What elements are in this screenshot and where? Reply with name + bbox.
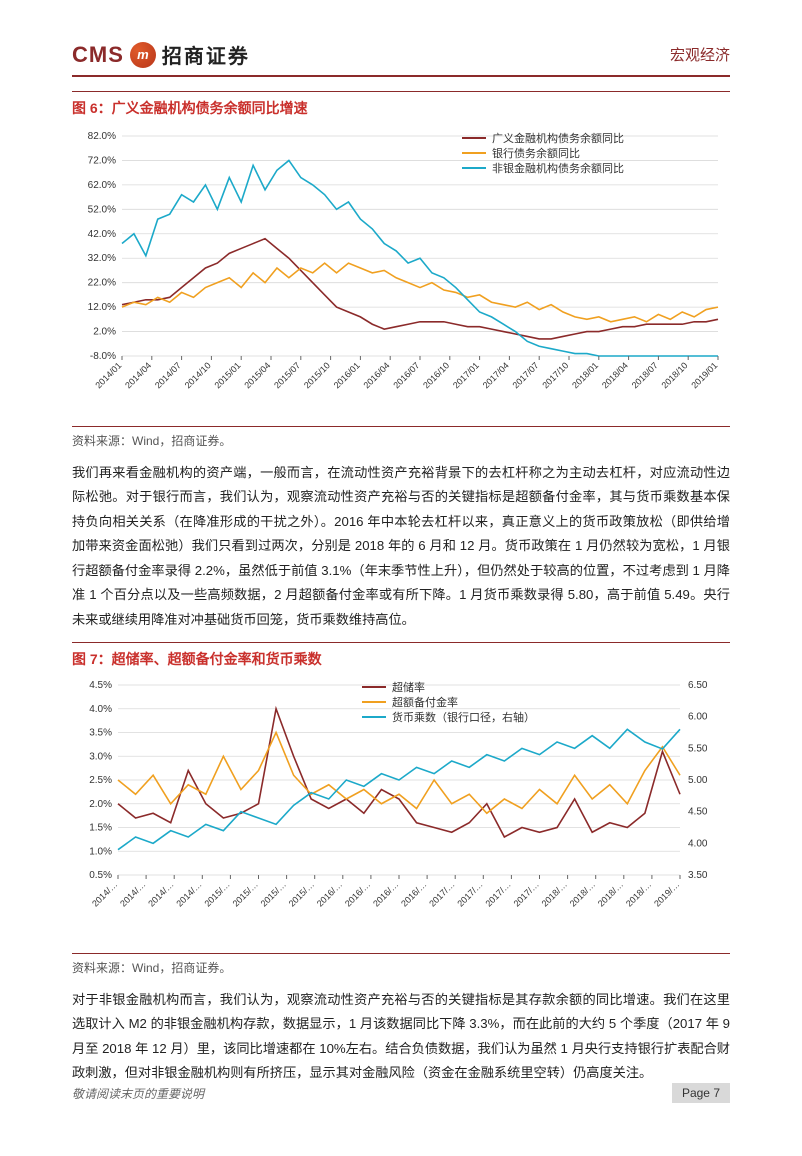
svg-text:82.0%: 82.0% [88, 131, 116, 142]
svg-text:2018/…: 2018/… [568, 879, 597, 908]
svg-text:2015/04: 2015/04 [242, 360, 272, 390]
paragraph-2: 对于非银金融机构而言，我们认为，观察流动性资产充裕与否的关键指标是其存款余额的同… [72, 988, 730, 1086]
svg-text:2017/04: 2017/04 [481, 360, 511, 390]
svg-text:2015/…: 2015/… [259, 879, 288, 908]
page-number: Page 7 [672, 1083, 730, 1103]
svg-text:2017/01: 2017/01 [451, 360, 481, 390]
page-header: CMS m 招商证券 宏观经济 [72, 40, 730, 77]
svg-text:2018/…: 2018/… [596, 879, 625, 908]
svg-text:超储率: 超储率 [392, 680, 425, 694]
paragraph-1: 我们再来看金融机构的资产端，一般而言，在流动性资产充裕背景下的去杠杆称之为主动去… [72, 461, 730, 632]
svg-text:2018/07: 2018/07 [630, 360, 660, 390]
header-category: 宏观经济 [670, 44, 730, 65]
svg-text:62.0%: 62.0% [88, 180, 116, 191]
svg-text:2014/…: 2014/… [174, 879, 203, 908]
svg-text:2015/01: 2015/01 [213, 360, 243, 390]
svg-text:2018/01: 2018/01 [570, 360, 600, 390]
svg-text:2016/…: 2016/… [399, 879, 428, 908]
svg-text:72.0%: 72.0% [88, 155, 116, 166]
svg-text:3.50: 3.50 [688, 870, 708, 881]
svg-text:2017/10: 2017/10 [540, 360, 570, 390]
svg-text:2014/…: 2014/… [146, 879, 175, 908]
svg-text:2.0%: 2.0% [93, 327, 116, 338]
svg-text:6.50: 6.50 [688, 680, 708, 691]
svg-text:2014/…: 2014/… [90, 879, 119, 908]
svg-text:2016/…: 2016/… [371, 879, 400, 908]
svg-text:2014/01: 2014/01 [93, 360, 123, 390]
svg-text:2017/…: 2017/… [427, 879, 456, 908]
svg-text:4.50: 4.50 [688, 807, 708, 818]
svg-text:6.00: 6.00 [688, 712, 708, 723]
svg-text:4.5%: 4.5% [89, 680, 112, 691]
figure-6-chart: -8.0% 2.0% 12.0% 22.0% 32.0% 42.0% 52.0% 62.0% 7… [72, 122, 730, 422]
svg-text:2017/07: 2017/07 [511, 360, 541, 390]
svg-text:2.0%: 2.0% [89, 799, 112, 810]
svg-text:非银金融机构债务余额同比: 非银金融机构债务余额同比 [492, 161, 624, 175]
logo-group: CMS m 招商证券 [72, 40, 250, 69]
svg-text:银行债务余额同比: 银行债务余额同比 [492, 146, 580, 160]
logo-cms-text: CMS [72, 42, 124, 68]
svg-text:2016/07: 2016/07 [391, 360, 421, 390]
svg-text:2018/…: 2018/… [624, 879, 653, 908]
svg-text:2015/10: 2015/10 [302, 360, 332, 390]
svg-text:2014/07: 2014/07 [153, 360, 183, 390]
svg-text:超额备付金率: 超额备付金率 [392, 695, 458, 709]
svg-text:2019/…: 2019/… [652, 879, 681, 908]
svg-text:2014/04: 2014/04 [123, 360, 153, 390]
svg-text:2017/…: 2017/… [483, 879, 512, 908]
figure-7-source: 资料来源：Wind，招商证券。 [72, 953, 730, 976]
svg-text:-8.0%: -8.0% [90, 351, 116, 362]
svg-text:1.5%: 1.5% [89, 822, 112, 833]
figure-6-source: 资料来源：Wind，招商证券。 [72, 426, 730, 449]
svg-text:22.0%: 22.0% [88, 278, 116, 289]
svg-text:2015/…: 2015/… [231, 879, 260, 908]
svg-text:2016/10: 2016/10 [421, 360, 451, 390]
page-footer: 敬请阅读末页的重要说明 Page 7 [72, 1083, 730, 1103]
svg-text:12.0%: 12.0% [88, 302, 116, 313]
footer-disclaimer: 敬请阅读末页的重要说明 [72, 1085, 204, 1102]
svg-text:2014/10: 2014/10 [183, 360, 213, 390]
svg-text:2019/01: 2019/01 [689, 360, 719, 390]
svg-text:2016/…: 2016/… [343, 879, 372, 908]
svg-text:2016/04: 2016/04 [362, 360, 392, 390]
svg-text:2016/01: 2016/01 [332, 360, 362, 390]
svg-text:2017/…: 2017/… [455, 879, 484, 908]
svg-text:2018/10: 2018/10 [660, 360, 690, 390]
logo-company-name: 招商证券 [162, 40, 250, 69]
svg-text:2015/…: 2015/… [287, 879, 316, 908]
svg-text:2014/…: 2014/… [118, 879, 147, 908]
svg-text:3.0%: 3.0% [89, 751, 112, 762]
svg-text:2018/…: 2018/… [540, 879, 569, 908]
figure-6-title: 图 6：广义金融机构债务余额同比增速 [72, 91, 730, 118]
svg-text:32.0%: 32.0% [88, 253, 116, 264]
svg-text:0.5%: 0.5% [89, 870, 112, 881]
logo-circle-icon: m [130, 42, 156, 68]
svg-text:1.0%: 1.0% [89, 846, 112, 857]
svg-text:2.5%: 2.5% [89, 775, 112, 786]
svg-text:2015/07: 2015/07 [272, 360, 302, 390]
figure-7-chart: 0.5% 1.0% 1.5% 2.0% 2.5% 3.0% 3.5% 4.0% 4.5% 3.50… [72, 673, 730, 949]
svg-text:4.0%: 4.0% [89, 704, 112, 715]
svg-text:2017/…: 2017/… [512, 879, 541, 908]
svg-text:2018/04: 2018/04 [600, 360, 630, 390]
svg-text:42.0%: 42.0% [88, 229, 116, 240]
svg-text:5.50: 5.50 [688, 743, 708, 754]
svg-text:2016/…: 2016/… [315, 879, 344, 908]
svg-text:5.00: 5.00 [688, 775, 708, 786]
svg-text:货币乘数（银行口径，右轴）: 货币乘数（银行口径，右轴） [392, 710, 535, 724]
svg-text:52.0%: 52.0% [88, 204, 116, 215]
svg-text:3.5%: 3.5% [89, 727, 112, 738]
figure-7-title: 图 7：超储率、超额备付金率和货币乘数 [72, 642, 730, 669]
svg-text:4.00: 4.00 [688, 838, 708, 849]
svg-text:广义金融机构债务余额同比: 广义金融机构债务余额同比 [492, 131, 624, 145]
svg-text:2015/…: 2015/… [202, 879, 231, 908]
